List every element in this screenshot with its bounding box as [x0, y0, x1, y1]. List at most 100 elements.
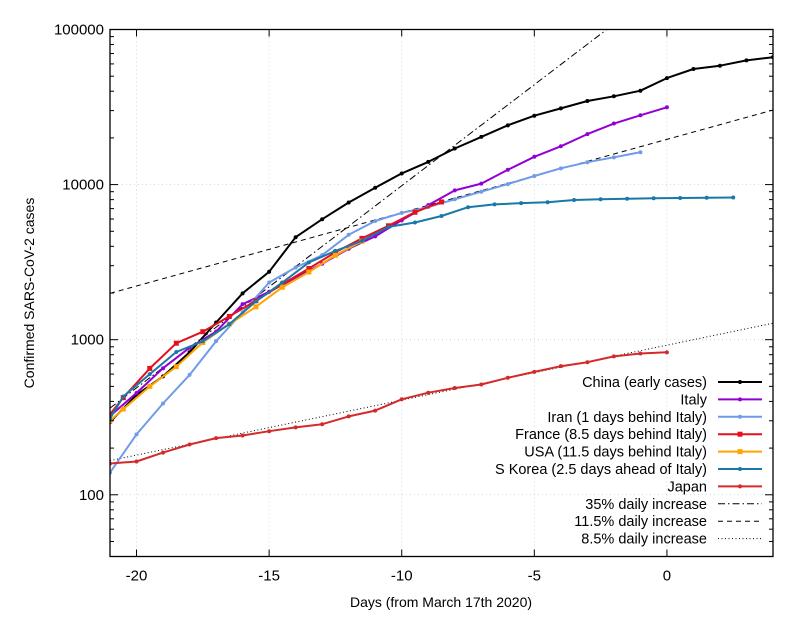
- series-line: [110, 240, 363, 422]
- data-point: [134, 391, 139, 396]
- data-point: [611, 94, 616, 99]
- data-point: [110, 411, 113, 417]
- data-point: [731, 195, 736, 200]
- legend-entry: S Korea (2.5 days ahead of Italy): [495, 462, 762, 478]
- data-point: [161, 401, 166, 406]
- data-point: [585, 160, 590, 165]
- series-group: [110, 55, 773, 425]
- legend-marker: [737, 431, 743, 437]
- data-point: [505, 182, 510, 187]
- data-point: [479, 181, 484, 186]
- series-group: [110, 199, 444, 417]
- data-point: [332, 252, 338, 258]
- legend-label: USA (11.5 days behind Italy): [524, 445, 707, 461]
- data-point: [611, 155, 616, 160]
- legend-label: Iran (1 days behind Italy): [547, 410, 707, 426]
- data-point: [558, 144, 563, 149]
- data-point: [187, 442, 192, 447]
- data-point: [240, 433, 245, 438]
- data-point: [147, 365, 153, 371]
- legend-marker: [738, 467, 742, 471]
- data-point: [399, 397, 404, 402]
- data-point: [173, 364, 179, 370]
- data-point: [532, 154, 537, 159]
- data-point: [505, 375, 510, 380]
- x-tick-label: -20: [126, 568, 148, 585]
- data-point: [134, 459, 139, 464]
- data-point: [306, 269, 312, 275]
- data-point: [134, 432, 139, 437]
- data-point: [240, 302, 245, 307]
- data-point: [253, 304, 259, 310]
- data-point: [479, 134, 484, 139]
- data-point: [505, 167, 510, 172]
- data-point: [306, 266, 312, 272]
- data-point: [253, 299, 258, 304]
- data-point: [611, 121, 616, 126]
- series-line: [110, 56, 773, 423]
- y-tick-label: 1000: [71, 332, 104, 349]
- data-point: [532, 113, 537, 118]
- data-point: [187, 372, 192, 377]
- data-point: [505, 123, 510, 128]
- series-group: [110, 238, 365, 424]
- legend-marker: [737, 449, 743, 455]
- data-point: [346, 200, 351, 205]
- data-point: [280, 280, 285, 285]
- data-point: [598, 197, 603, 202]
- y-tick-label: 100000: [54, 22, 104, 39]
- data-point: [333, 248, 338, 253]
- data-point: [439, 199, 444, 205]
- data-point: [359, 235, 365, 241]
- y-tick-label: 10000: [62, 177, 104, 194]
- legend-entry: Japan: [667, 479, 762, 495]
- legend-entry: USA (11.5 days behind Italy): [524, 445, 762, 461]
- data-point: [439, 214, 444, 219]
- data-point: [346, 414, 351, 419]
- series-group: [110, 350, 669, 466]
- data-point: [227, 322, 232, 327]
- legend-entry: China (early cases): [582, 375, 762, 391]
- data-point: [479, 382, 484, 387]
- data-point: [585, 360, 590, 365]
- data-point: [173, 340, 179, 346]
- data-point: [572, 198, 577, 203]
- data-point: [373, 219, 378, 224]
- series-line: [110, 351, 667, 465]
- legend: China (early cases)Italy Iran (1 days beh…: [495, 375, 762, 548]
- data-point: [293, 235, 298, 240]
- legend-entry: 35% daily increase: [585, 497, 762, 513]
- legend-entry: Iran (1 days behind Italy): [547, 410, 762, 426]
- data-point: [399, 210, 404, 215]
- data-point: [121, 394, 126, 399]
- y-axis-label: Confirmed SARS-CoV-2 cases: [21, 198, 37, 389]
- series-group: [110, 195, 736, 421]
- legend-label: 11.5% daily increase: [574, 514, 707, 530]
- y-tick-label: 100: [79, 487, 104, 504]
- legend-label: Japan: [667, 479, 707, 495]
- legend-entry: 8.5% daily increase: [581, 532, 762, 548]
- data-point: [611, 354, 616, 359]
- series-line: [110, 200, 442, 416]
- x-axis-label: Days (from March 17th 2020): [350, 594, 532, 610]
- data-point: [161, 366, 166, 371]
- legend-entry: Italy: [680, 392, 762, 408]
- data-point: [320, 422, 325, 427]
- data-point: [691, 67, 696, 72]
- data-point: [519, 201, 524, 206]
- x-tick-label: -15: [258, 568, 280, 585]
- legend-marker: [738, 397, 742, 402]
- data-point: [492, 202, 497, 207]
- legend-label: China (early cases): [582, 375, 707, 391]
- data-point: [240, 291, 245, 296]
- data-point: [664, 350, 669, 355]
- data-point: [373, 185, 378, 190]
- legend-label: S Korea (2.5 days ahead of Italy): [495, 462, 707, 478]
- legend-marker: [738, 484, 742, 489]
- x-tick-label: -10: [391, 568, 413, 585]
- legend-entry: 11.5% daily increase: [574, 514, 762, 530]
- data-point: [638, 113, 643, 118]
- data-point: [479, 189, 484, 194]
- data-point: [558, 166, 563, 171]
